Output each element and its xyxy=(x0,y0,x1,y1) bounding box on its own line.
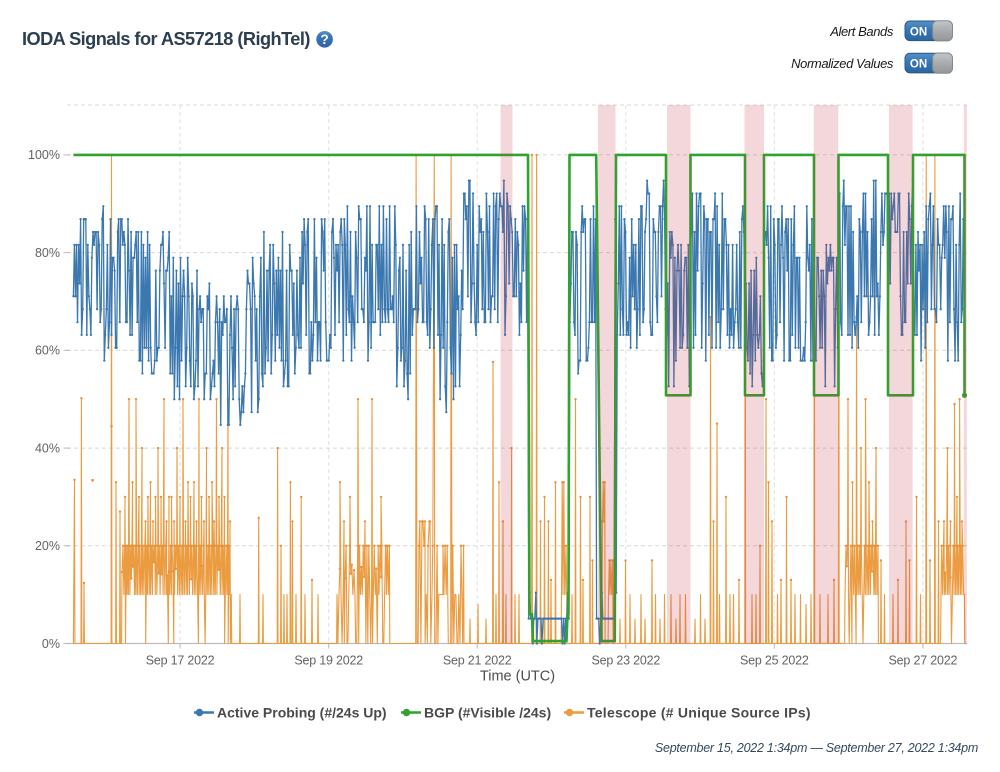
svg-text:100%: 100% xyxy=(28,148,60,162)
svg-text:0%: 0% xyxy=(42,637,60,651)
svg-text:ON: ON xyxy=(910,26,927,38)
svg-text:Sep 25 2022: Sep 25 2022 xyxy=(740,654,809,668)
svg-text:Sep 17 2022: Sep 17 2022 xyxy=(146,654,215,668)
svg-text:Sep 21 2022: Sep 21 2022 xyxy=(443,654,512,668)
svg-text:Sep 23 2022: Sep 23 2022 xyxy=(591,654,660,668)
svg-text:80%: 80% xyxy=(35,246,60,260)
svg-text:ON: ON xyxy=(910,59,927,71)
svg-text:Telescope (# Unique Source IPs: Telescope (# Unique Source IPs) xyxy=(587,705,811,721)
svg-text:Alert Bands: Alert Bands xyxy=(829,24,894,39)
svg-text:Time (UTC): Time (UTC) xyxy=(480,669,555,685)
svg-text:September 15, 2022 1:34pm — Se: September 15, 2022 1:34pm — September 27… xyxy=(655,741,978,755)
svg-text:60%: 60% xyxy=(35,344,60,358)
svg-text:?: ? xyxy=(320,32,328,47)
svg-text:Sep 19 2022: Sep 19 2022 xyxy=(294,654,363,668)
svg-text:Sep 27 2022: Sep 27 2022 xyxy=(889,654,958,668)
svg-text:40%: 40% xyxy=(35,441,60,455)
svg-text:Normalized Values: Normalized Values xyxy=(791,56,894,71)
svg-text:Active Probing (#/24s Up): Active Probing (#/24s Up) xyxy=(217,705,387,721)
svg-text:20%: 20% xyxy=(35,539,60,553)
svg-text:BGP (#Visible /24s): BGP (#Visible /24s) xyxy=(424,705,551,721)
svg-text:IODA Signals for AS57218 (Righ: IODA Signals for AS57218 (RighTel) xyxy=(22,29,310,49)
